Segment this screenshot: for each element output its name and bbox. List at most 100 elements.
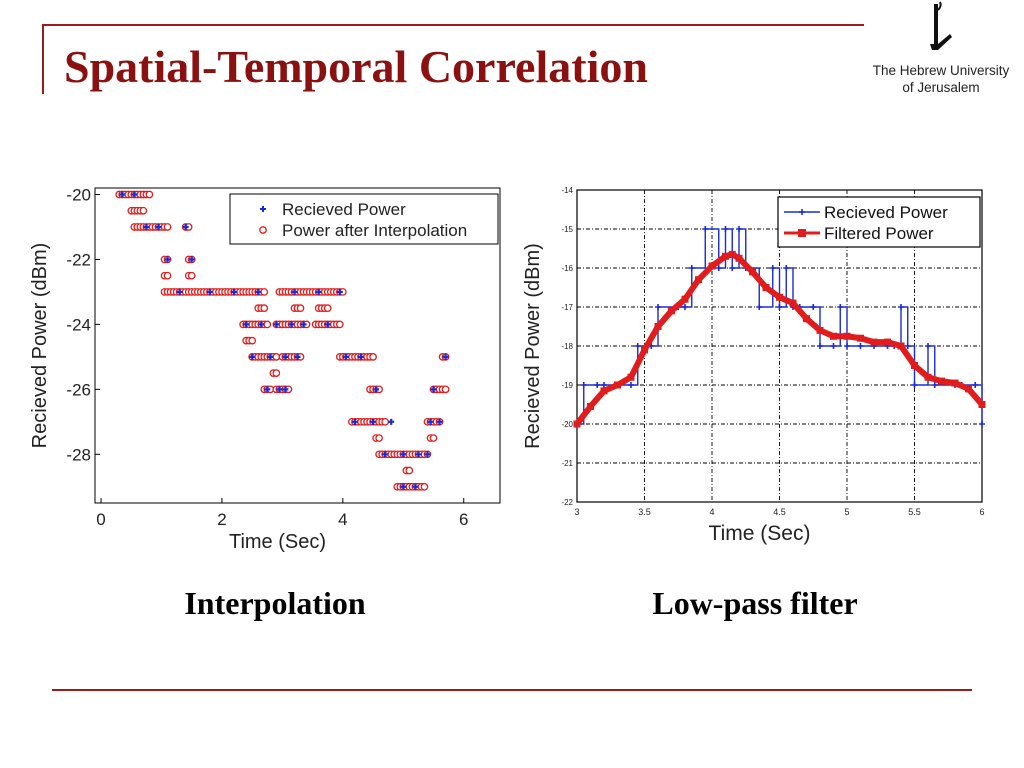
received-power-point: [702, 226, 709, 232]
received-power-point: [634, 343, 641, 349]
interpolation-point: [187, 271, 196, 280]
legend-marker-received: [799, 209, 805, 215]
received-power-point: [722, 226, 729, 232]
interpolation-point: [163, 271, 172, 280]
filtered-power-point: [749, 268, 756, 276]
filtered-power-point: [600, 387, 608, 395]
received-power-point: [206, 288, 213, 295]
received-power-point: [688, 265, 695, 271]
interpolation-point: [369, 353, 377, 361]
filtered-power-point: [816, 326, 824, 334]
received-power-point: [430, 386, 437, 393]
received-power-point: [258, 321, 265, 328]
legend-label-received: Recieved Power: [824, 203, 948, 222]
x-tick-label: 6: [979, 507, 984, 517]
y-axis-label: Recieved Power (dBm): [29, 243, 51, 449]
filtered-power-point: [722, 252, 729, 260]
received-power-point: [176, 288, 183, 295]
received-power-point: [715, 265, 722, 271]
filtered-power-point: [708, 262, 716, 270]
received-power-point: [601, 382, 607, 388]
filtered-power-point: [803, 315, 810, 323]
university-logo: The Hebrew University of Jerusalem: [858, 0, 1024, 110]
interpolation-chart: 0 2 4 6 -20 -22 -24 -26 -28 Time (Sec) Recieved Po…: [29, 185, 501, 553]
interpolation-point: [323, 304, 332, 313]
legend-box: [777, 196, 981, 248]
received-power-point: [904, 343, 911, 349]
filtered-power-point: [884, 338, 891, 346]
legend-label-interpolation: Power after Interpolation: [282, 221, 467, 240]
filtered-power-point: [668, 307, 675, 315]
interpolation-point: [260, 288, 269, 296]
y-tick-label: -20: [561, 420, 573, 429]
received-power-point: [119, 191, 126, 198]
y-tick-label: -19: [561, 381, 573, 390]
y-tick-label: -22: [66, 250, 91, 269]
filtered-power-point: [695, 276, 702, 284]
received-power-point: [857, 343, 864, 349]
received-power-point: [182, 223, 189, 230]
filtered-power-point: [830, 332, 837, 340]
x-tick-label: 5.5: [908, 507, 921, 517]
logo-text-line2: of Jerusalem: [902, 80, 980, 95]
y-tick-label: -15: [561, 225, 573, 234]
x-tick-label: 2: [217, 510, 226, 529]
received-power-point: [373, 386, 380, 393]
received-power-point: [844, 343, 850, 349]
interpolation-point: [145, 190, 154, 199]
caption-lowpass-filter: Low-pass filter: [652, 585, 858, 621]
received-power-point: [415, 451, 422, 458]
received-power-point: [276, 386, 283, 393]
received-power-point: [188, 256, 195, 263]
interpolation-point: [263, 320, 272, 329]
received-power-point: [436, 418, 443, 425]
lowpass-filter-chart: 3 3.5 4 4.5 5 5.5 6 -14 -15 -16 -17 -18 -19 -20 -21 -22…: [522, 186, 986, 545]
received-power-point: [155, 223, 162, 230]
received-power-point: [282, 353, 289, 360]
legend-marker-filtered: [798, 229, 806, 237]
y-tick-label: -14: [561, 186, 573, 195]
received-power-point: [837, 304, 844, 310]
hebrew-letter-logo-icon: [930, 1, 952, 50]
received-power-point: [300, 321, 307, 328]
received-power-point: [164, 256, 171, 263]
received-power-point: [424, 451, 431, 458]
received-power-point: [291, 288, 298, 295]
received-power-point: [370, 418, 377, 425]
received-power-point: [442, 353, 449, 360]
filtered-power-point: [951, 379, 959, 387]
filtered-power-point: [897, 342, 905, 350]
filtered-power-point: [627, 373, 635, 381]
y-tick-label: -18: [561, 342, 573, 351]
filtered-power-point: [654, 323, 662, 330]
received-power-point: [783, 265, 790, 271]
received-power-point: [972, 382, 979, 388]
title-rule-horizontal: [42, 24, 864, 26]
interpolation-point: [405, 466, 414, 475]
y-tick-label: -28: [66, 445, 91, 464]
received-power-point: [294, 353, 301, 360]
filtered-power-point: [776, 293, 783, 301]
interpolation-point: [335, 320, 344, 329]
received-power-point: [400, 483, 407, 490]
interpolation-point: [272, 369, 281, 377]
interpolation-point: [248, 336, 257, 345]
interpolation-point: [381, 417, 389, 426]
y-tick-label: -26: [66, 380, 91, 399]
interpolation-point: [375, 434, 383, 442]
filtered-power-point: [614, 381, 621, 389]
interpolation-point: [420, 482, 429, 491]
footer-rule: [52, 689, 972, 691]
y-axis-label: Recieved Power (dBm): [522, 243, 544, 449]
received-power-point: [979, 421, 985, 427]
received-power-point: [336, 288, 343, 295]
x-tick-label: 3: [574, 507, 579, 517]
received-power-point: [255, 288, 262, 295]
received-power-point: [830, 343, 837, 349]
interpolation-point: [260, 304, 269, 313]
received-power-point: [655, 304, 661, 310]
received-power-point: [324, 321, 331, 328]
filtered-power-point: [573, 420, 581, 428]
legend-label-filtered: Filtered Power: [824, 224, 934, 243]
y-tick-label: -17: [561, 303, 573, 312]
